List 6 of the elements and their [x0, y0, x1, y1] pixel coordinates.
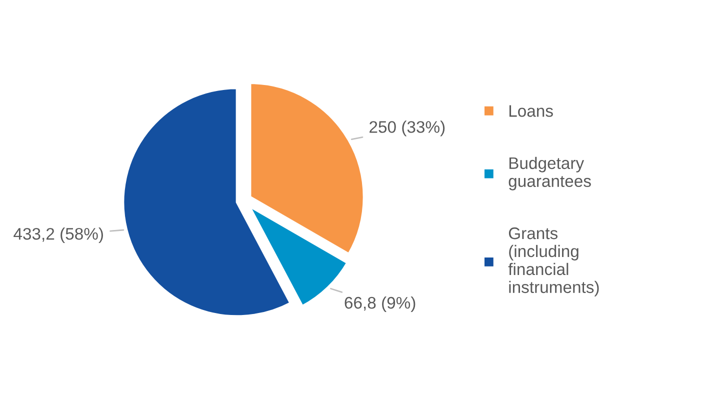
- legend-label: Loans: [509, 105, 553, 117]
- legend-label: Grants (including financial instruments): [508, 227, 599, 296]
- data-label: 433,2 (58%): [14, 228, 103, 244]
- data-label: 66,8 (9%): [344, 296, 416, 312]
- legend-label: Budgetary guarantees: [508, 156, 591, 190]
- data-label: 250 (33%): [370, 120, 445, 136]
